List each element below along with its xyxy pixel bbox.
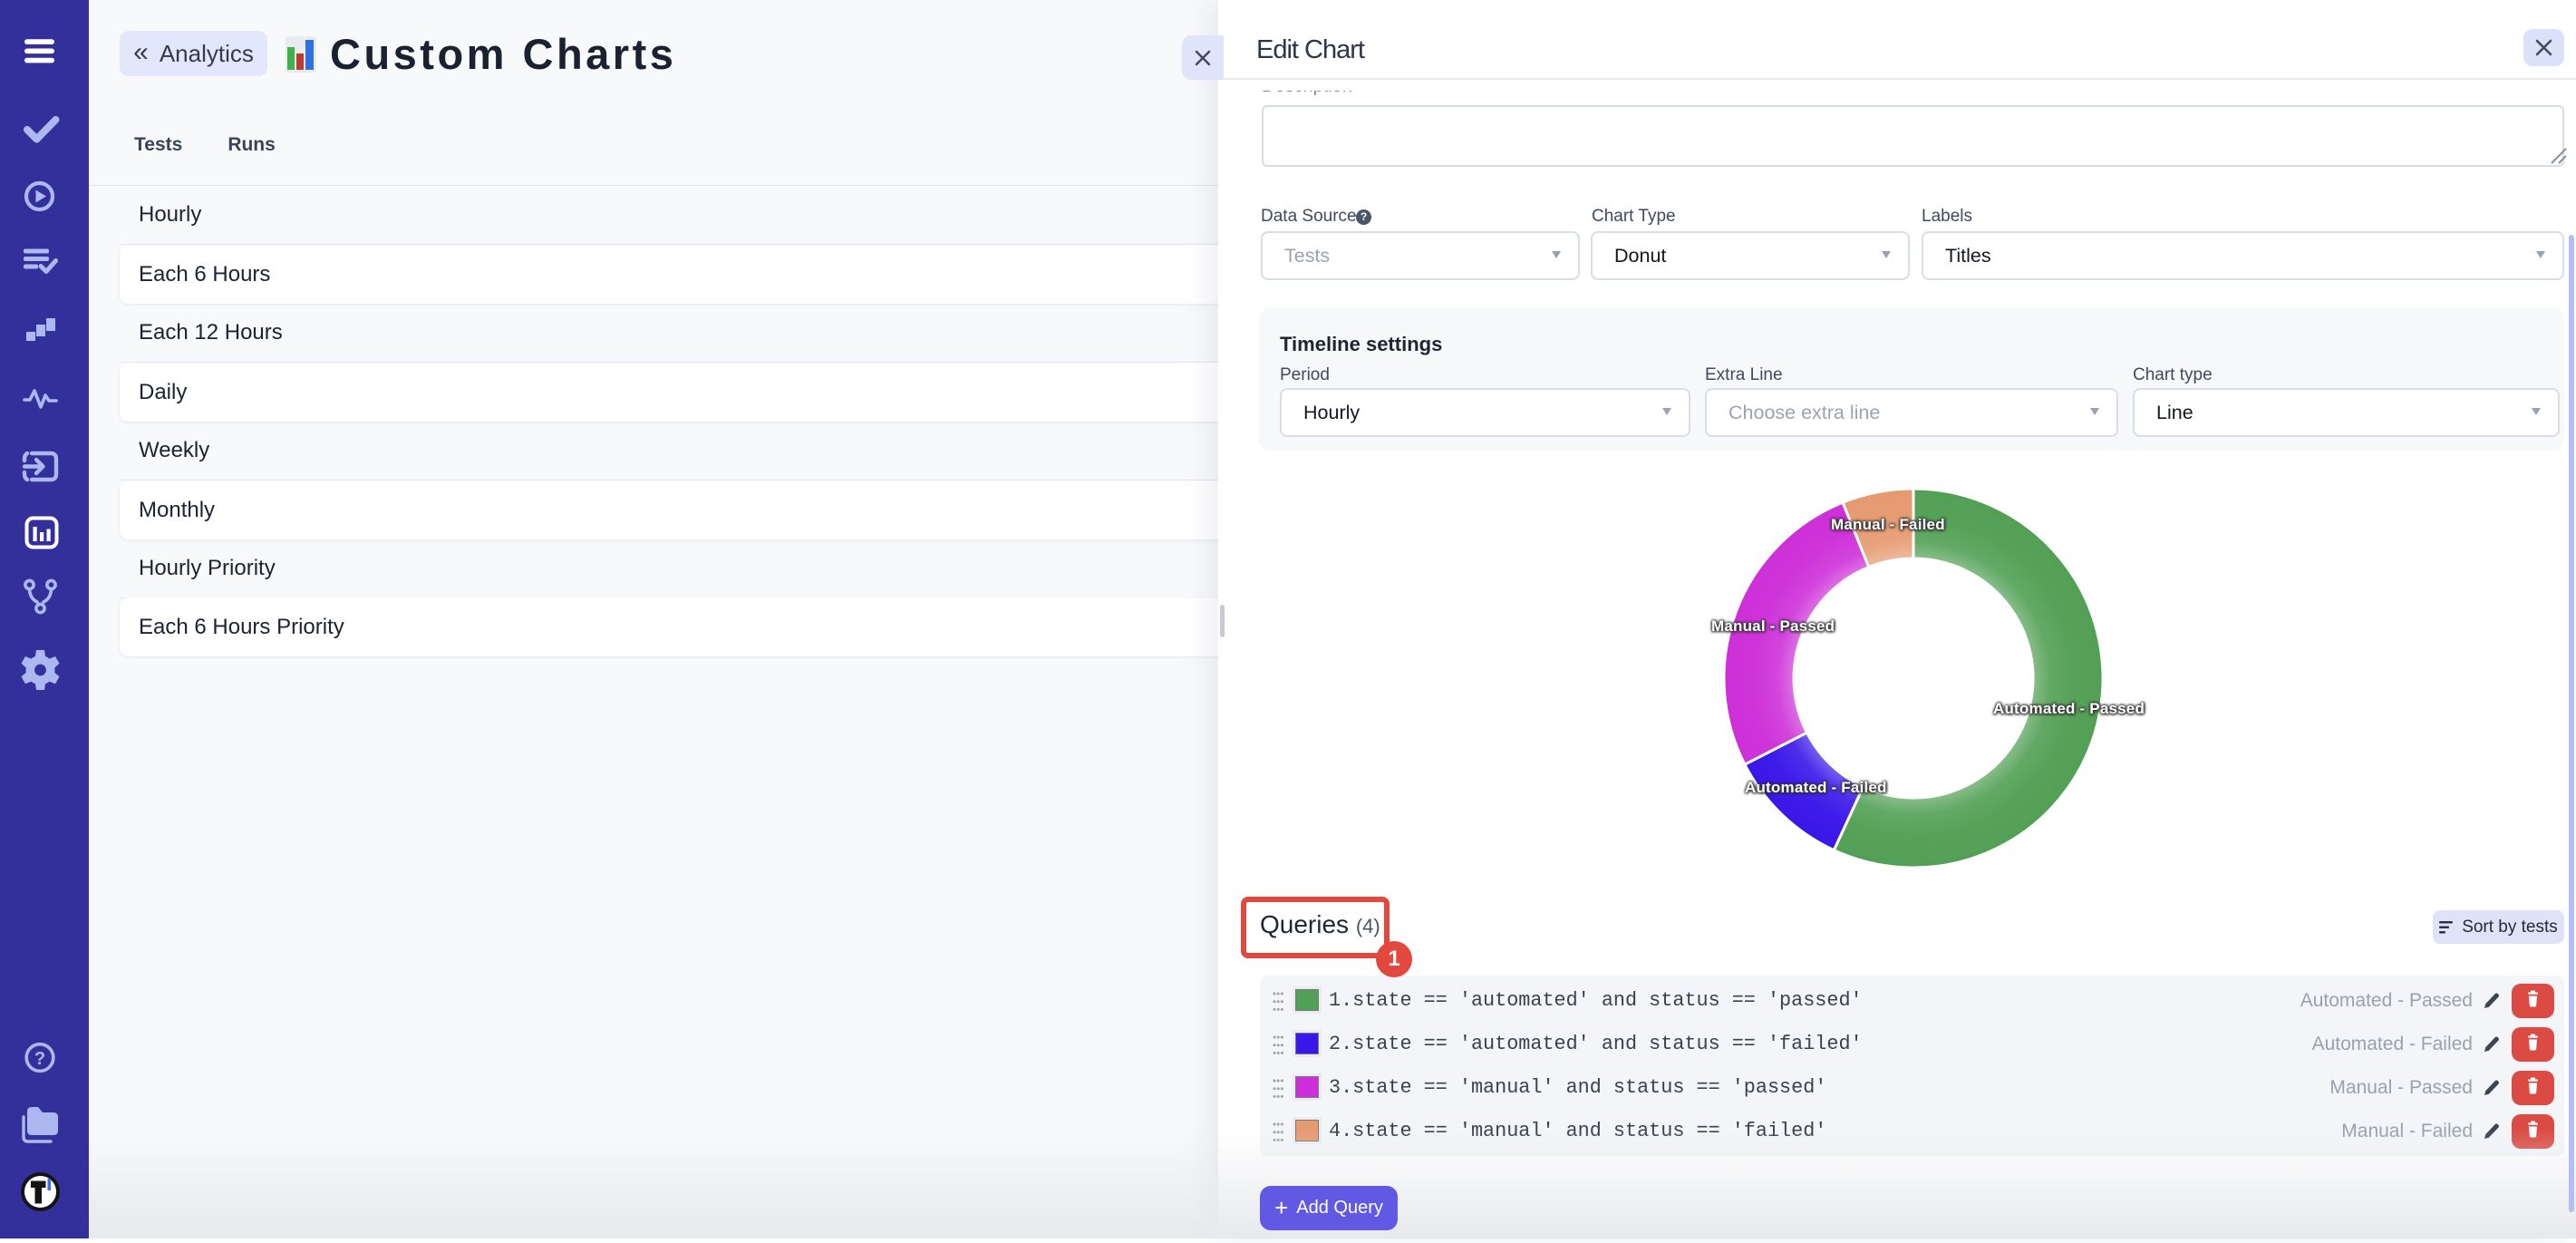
svg-text:?: ?: [34, 1049, 45, 1069]
